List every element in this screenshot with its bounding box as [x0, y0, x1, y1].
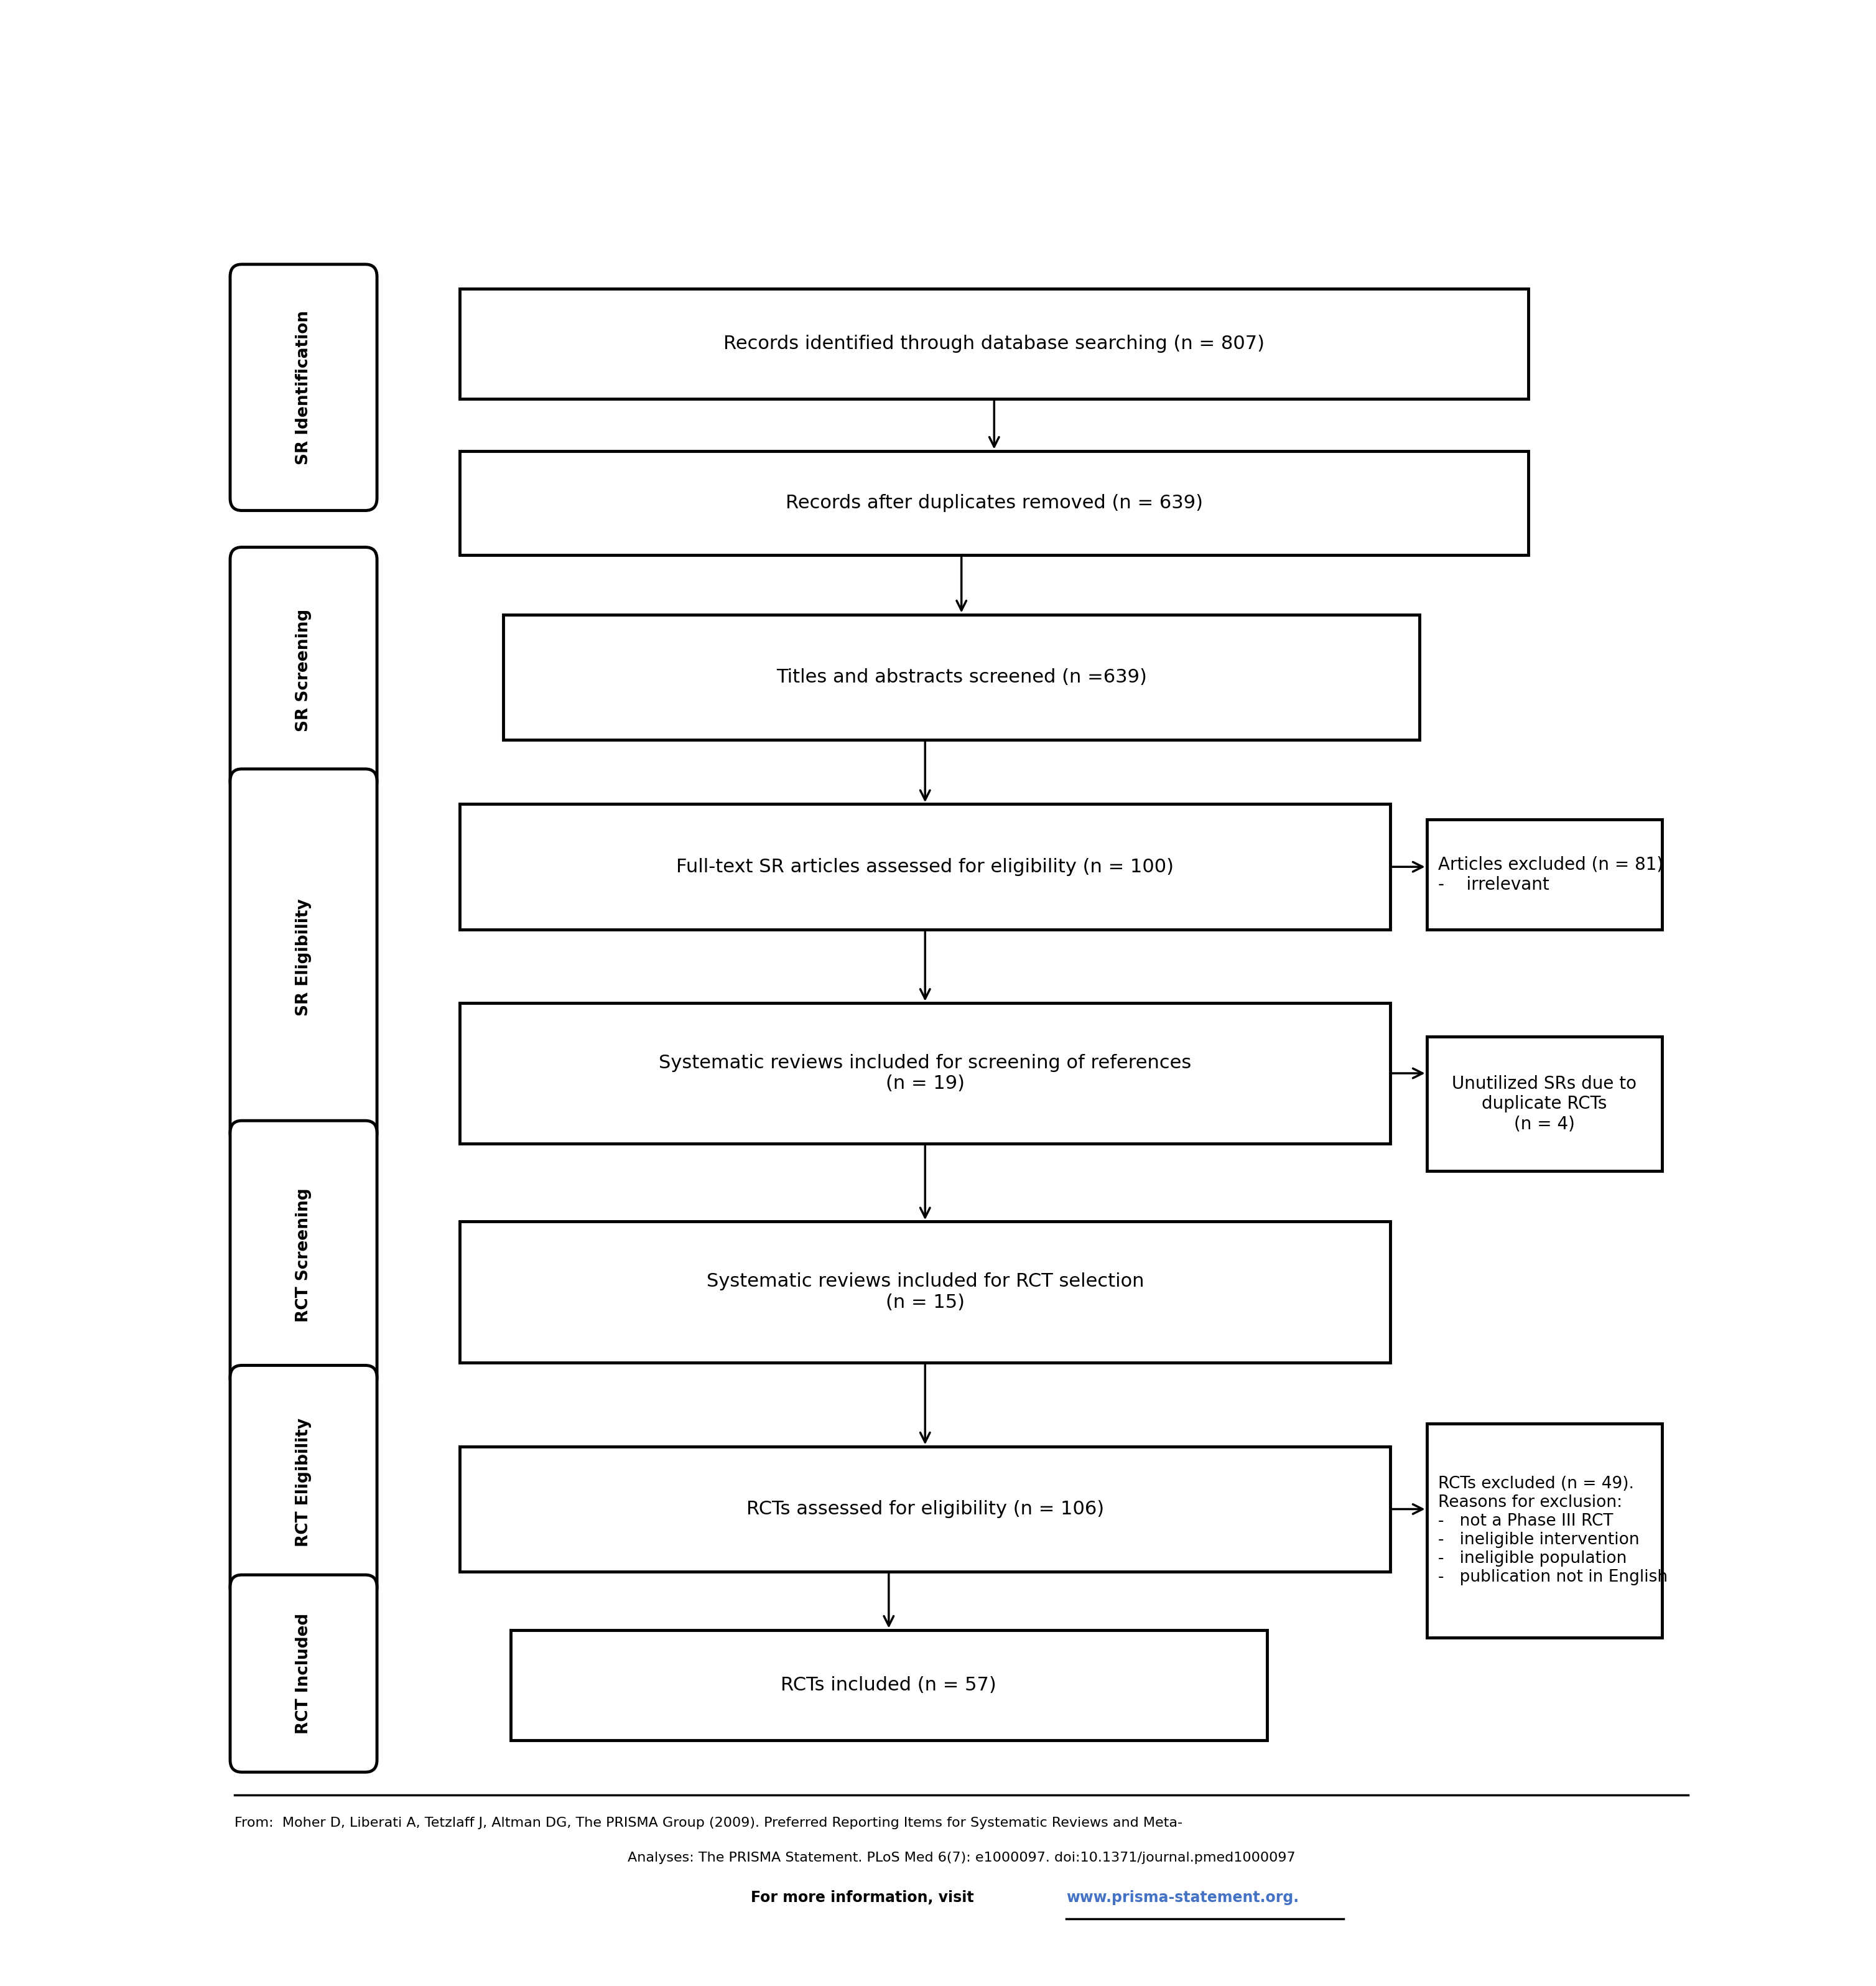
- FancyBboxPatch shape: [503, 614, 1420, 741]
- FancyBboxPatch shape: [1426, 1424, 1662, 1638]
- Text: Articles excluded (n = 81)
-    irrelevant: Articles excluded (n = 81) - irrelevant: [1439, 856, 1664, 894]
- Text: Records identified through database searching (n = 807): Records identified through database sear…: [724, 336, 1264, 354]
- FancyBboxPatch shape: [460, 451, 1529, 554]
- FancyBboxPatch shape: [231, 1575, 377, 1772]
- FancyBboxPatch shape: [460, 1446, 1390, 1571]
- FancyBboxPatch shape: [231, 264, 377, 510]
- Text: Records after duplicates removed (n = 639): Records after duplicates removed (n = 63…: [786, 495, 1203, 512]
- Text: SR Eligibility: SR Eligibility: [296, 898, 311, 1015]
- Text: RCT Screening: RCT Screening: [296, 1188, 311, 1323]
- Text: RCT Included: RCT Included: [296, 1613, 311, 1734]
- FancyBboxPatch shape: [460, 288, 1529, 399]
- FancyBboxPatch shape: [1426, 820, 1662, 929]
- FancyBboxPatch shape: [231, 1364, 377, 1599]
- FancyBboxPatch shape: [231, 769, 377, 1146]
- FancyBboxPatch shape: [510, 1631, 1266, 1740]
- Text: RCTs excluded (n = 49).
Reasons for exclusion:
-   not a Phase III RCT
-   ineli: RCTs excluded (n = 49). Reasons for excl…: [1439, 1476, 1668, 1585]
- Text: www.prisma-statement.org.: www.prisma-statement.org.: [1066, 1891, 1298, 1905]
- Text: Systematic reviews included for RCT selection
(n = 15): Systematic reviews included for RCT sele…: [705, 1273, 1144, 1311]
- FancyBboxPatch shape: [1426, 1037, 1662, 1172]
- Text: Unutilized SRs due to
duplicate RCTs
(n = 4): Unutilized SRs due to duplicate RCTs (n …: [1452, 1074, 1638, 1132]
- Text: Analyses: The PRISMA Statement. PLoS Med 6(7): e1000097. doi:10.1371/journal.pme: Analyses: The PRISMA Statement. PLoS Med…: [628, 1851, 1294, 1865]
- Text: RCTs assessed for eligibility (n = 106): RCTs assessed for eligibility (n = 106): [747, 1499, 1103, 1517]
- Text: RCTs included (n = 57): RCTs included (n = 57): [780, 1676, 996, 1694]
- Text: For more information, visit: For more information, visit: [750, 1891, 979, 1905]
- Text: RCT Eligibility: RCT Eligibility: [296, 1418, 311, 1547]
- FancyBboxPatch shape: [460, 804, 1390, 929]
- FancyBboxPatch shape: [460, 1003, 1390, 1144]
- FancyBboxPatch shape: [231, 548, 377, 794]
- Text: Systematic reviews included for screening of references
(n = 19): Systematic reviews included for screenin…: [658, 1055, 1191, 1092]
- Text: SR Screening: SR Screening: [296, 610, 311, 731]
- FancyBboxPatch shape: [231, 1120, 377, 1390]
- FancyBboxPatch shape: [460, 1221, 1390, 1362]
- Text: Full-text SR articles assessed for eligibility (n = 100): Full-text SR articles assessed for eligi…: [675, 858, 1174, 876]
- Text: SR Identification: SR Identification: [296, 310, 311, 465]
- Text: From:  Moher D, Liberati A, Tetzlaff J, Altman DG, The PRISMA Group (2009). Pref: From: Moher D, Liberati A, Tetzlaff J, A…: [234, 1817, 1182, 1829]
- Text: Titles and abstracts screened (n =639): Titles and abstracts screened (n =639): [777, 667, 1146, 687]
